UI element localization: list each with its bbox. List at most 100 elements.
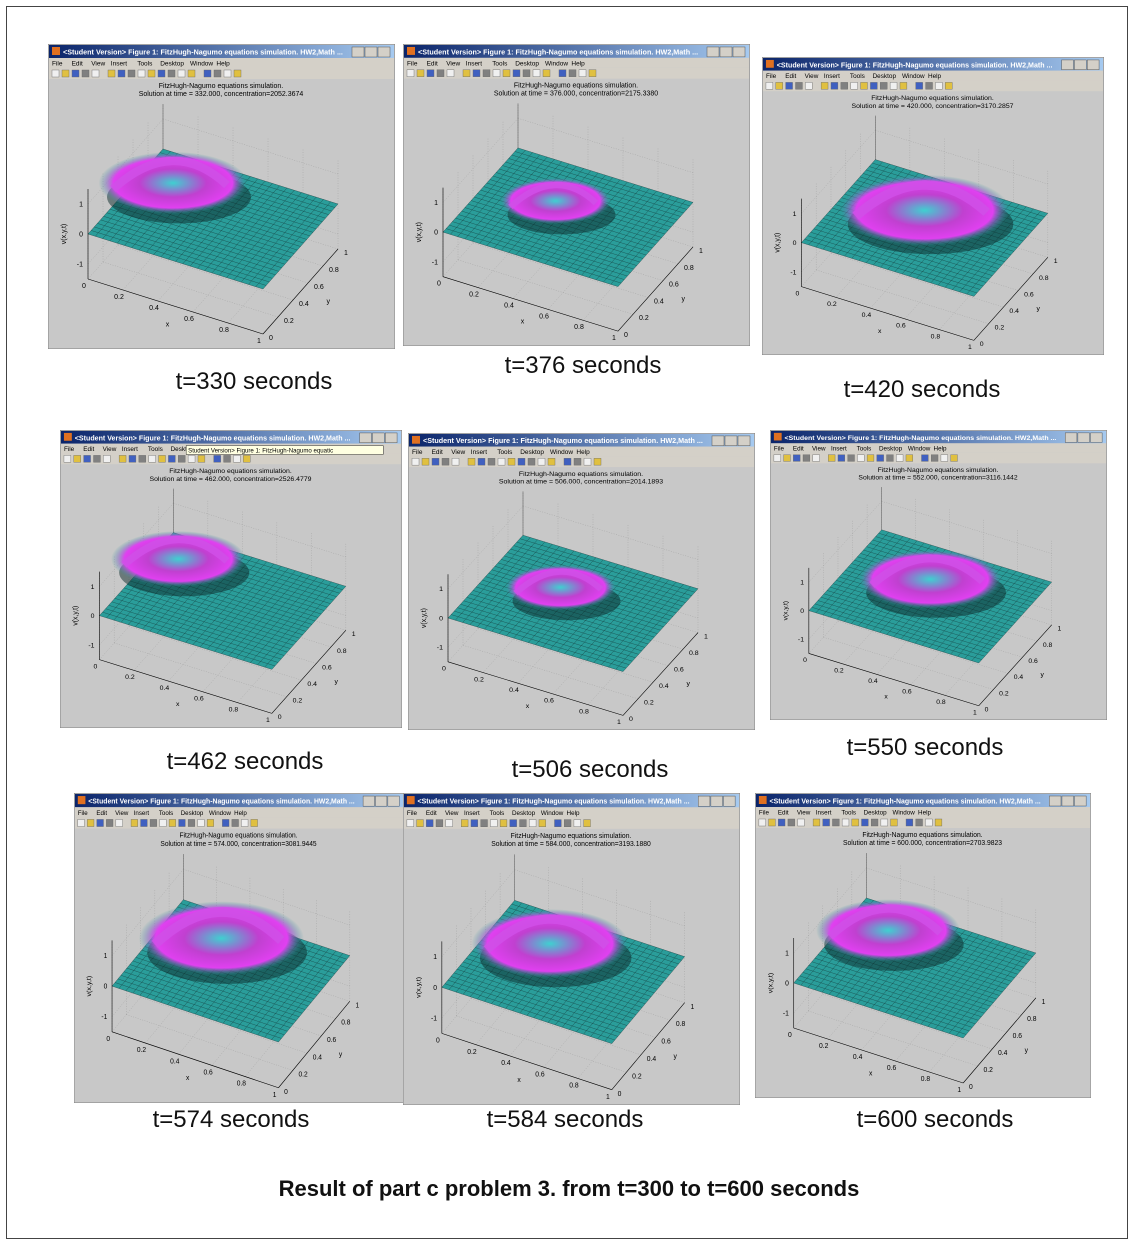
y-tick-label: 0.2 — [632, 1073, 642, 1080]
y-tick-label: 0 — [624, 332, 628, 339]
menu-item: Window — [892, 809, 915, 816]
plot-title: FitzHugh-Nagumo equations simulation. — [519, 471, 643, 478]
menu-item: Help — [571, 60, 585, 67]
y-tick-label: 0.8 — [689, 650, 699, 657]
toolbar-icon — [188, 819, 195, 826]
toolbar-icon — [877, 455, 884, 462]
toolbar-icon — [925, 819, 932, 826]
toolbar-icon — [786, 82, 793, 89]
toolbar-icon — [72, 70, 79, 77]
toolbar-icon — [422, 458, 429, 465]
toolbar-icon — [574, 820, 581, 827]
toolbar-icon — [906, 819, 913, 826]
window-button — [1075, 796, 1087, 806]
toolbar-icon — [160, 819, 167, 826]
toolbar-icon — [82, 70, 89, 77]
toolbar-icon — [224, 70, 231, 77]
x-axis-label: x — [869, 1070, 873, 1077]
matlab-icon — [407, 796, 415, 804]
menu-item: Desktop — [512, 810, 535, 817]
z-tick-label: 1 — [434, 200, 438, 207]
window-button — [733, 47, 745, 57]
figure-screenshot: <Student Version> Figure 1: FitzHugh-Nag… — [408, 433, 755, 730]
matlab-icon — [64, 433, 72, 441]
menu-item: Tools — [850, 73, 865, 80]
toolbar — [75, 817, 403, 828]
toolbar-icon — [446, 820, 453, 827]
z-axis-label: v(x,y,t) — [61, 224, 68, 244]
toolbar-icon — [916, 819, 923, 826]
x-tick-label: 0 — [94, 663, 98, 670]
x-tick-label: 0 — [796, 290, 800, 297]
toolbar-icon — [131, 819, 138, 826]
menu-item: Help — [576, 449, 590, 456]
menu-item: Edit — [72, 61, 83, 68]
toolbar-icon — [784, 455, 791, 462]
x-tick-label: 1 — [968, 344, 972, 351]
x-axis-label: x — [186, 1075, 190, 1082]
toolbar-icon — [87, 819, 94, 826]
window-button — [378, 47, 390, 57]
y-tick-label: 0.6 — [327, 1037, 336, 1044]
menu-item: Desktop — [181, 810, 204, 817]
z-tick-label: -1 — [437, 645, 443, 652]
y-tick-label: 0.8 — [329, 267, 339, 274]
y-tick-label: 0.6 — [669, 282, 679, 289]
toolbar-icon — [842, 819, 849, 826]
menu-item: File — [407, 810, 418, 817]
y-tick-label: 1 — [355, 1002, 359, 1009]
menu-item: Insert — [824, 73, 840, 80]
toolbar-icon — [584, 458, 591, 465]
x-tick-label: 0.8 — [936, 699, 946, 706]
menu-item: Insert — [816, 809, 832, 816]
y-tick-label: 0.8 — [676, 1021, 686, 1028]
window-button — [385, 433, 397, 443]
toolbar — [61, 453, 401, 464]
plot-title: Solution at time = 584.000, concentratio… — [491, 841, 651, 848]
toolbar-icon — [150, 819, 157, 826]
window-title: <Student Version> Figure 1: FitzHugh-Nag… — [785, 435, 1057, 442]
toolbar-icon — [498, 458, 505, 465]
x-tick-label: 0.6 — [535, 1071, 545, 1078]
z-axis-label: v(x,y,t) — [782, 601, 789, 620]
menu-item: Help — [934, 445, 947, 452]
menu-item: Edit — [427, 60, 438, 67]
menu-item: Tools — [490, 810, 505, 817]
toolbar-icon — [204, 70, 211, 77]
menu-item: Edit — [83, 446, 94, 453]
menu-item: Desktop — [520, 449, 544, 456]
y-tick-label: 0.4 — [659, 683, 669, 690]
x-tick-label: 0.2 — [834, 668, 844, 675]
y-tick-label: 0.6 — [1013, 1033, 1023, 1040]
x-tick-label: 0.8 — [579, 709, 589, 716]
y-tick-label: 0.8 — [341, 1020, 350, 1027]
menu-item: Window — [545, 60, 568, 67]
z-axis-label: v(x,y,t) — [86, 976, 93, 997]
y-tick-label: 0.8 — [337, 648, 347, 655]
footer-caption: Result of part c problem 3. from t=300 t… — [0, 1176, 1138, 1202]
x-tick-label: 1 — [612, 335, 616, 342]
toolbar-icon — [488, 458, 495, 465]
toolbar — [404, 818, 739, 829]
y-tick-label: 0 — [985, 706, 989, 713]
figure-window: <Student Version> Figure 1: FitzHugh-Nag… — [74, 793, 404, 1103]
x-tick-label: 0.6 — [887, 1065, 897, 1072]
window-title: <Student Version> Figure 1: FitzHugh-Nag… — [423, 437, 703, 445]
toolbar-icon — [528, 458, 535, 465]
toolbar-icon — [139, 455, 146, 462]
toolbar-icon — [207, 819, 214, 826]
x-tick-label: 0.4 — [170, 1058, 179, 1065]
y-tick-label: 0.6 — [314, 284, 324, 291]
x-axis-label: x — [521, 319, 525, 326]
x-tick-label: 1 — [257, 338, 261, 345]
window-button — [375, 796, 386, 806]
figure-window: <Student Version> Figure 1: FitzHugh-Nag… — [60, 430, 402, 728]
z-tick-label: 0 — [434, 230, 438, 237]
y-tick-label: 1 — [1042, 999, 1046, 1006]
y-tick-label: 0.4 — [654, 298, 664, 305]
toolbar-icon — [412, 458, 419, 465]
toolbar-icon — [483, 70, 490, 77]
toolbar — [771, 453, 1106, 463]
y-tick-label: 0.2 — [284, 318, 294, 325]
x-tick-label: 0.2 — [137, 1047, 146, 1054]
